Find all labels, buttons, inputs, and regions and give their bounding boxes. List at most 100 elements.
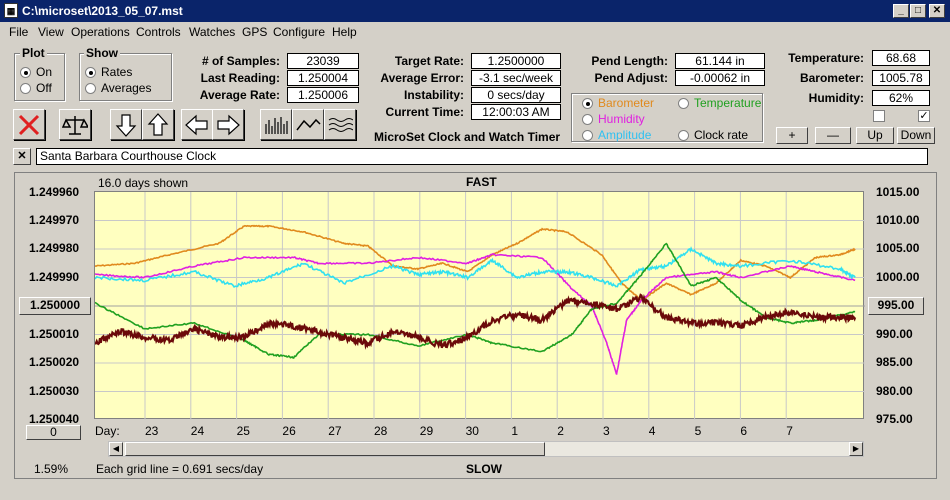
- humidity-value: 62%: [872, 90, 930, 106]
- series-line-barometer: [95, 224, 856, 302]
- days-shown-label: 16.0 days shown: [98, 176, 189, 190]
- day-tick-label: 23: [145, 424, 159, 438]
- arrow-right-icon: [217, 114, 240, 136]
- day-tick-label: 6: [740, 424, 748, 438]
- y-left-tick: 1.249980: [29, 241, 80, 255]
- left-arrow-button[interactable]: [181, 109, 213, 140]
- y-left-tick: 1.250010: [29, 327, 80, 341]
- arrow-down-icon: [115, 114, 137, 137]
- stop-button[interactable]: [13, 109, 45, 140]
- menu-controls[interactable]: Controls: [136, 25, 181, 39]
- y-right-tick: 985.00: [876, 355, 913, 369]
- chart-frame: [14, 172, 937, 479]
- series-line-humidity: [94, 253, 856, 375]
- y-left-tick: 1.250030: [29, 384, 80, 398]
- y-left-tick: 1.249960: [29, 185, 80, 199]
- sensor-humidity-radio[interactable]: Humidity: [582, 112, 645, 126]
- day-tick-label: 2: [557, 424, 564, 438]
- day-tick-label: 29: [419, 424, 434, 438]
- y-right-tick: 990.00: [876, 327, 913, 341]
- current-time-label: Current Time:: [385, 105, 464, 119]
- scroll-left-button[interactable]: ◀: [109, 442, 123, 456]
- close-button[interactable]: ✕: [929, 4, 945, 18]
- day-tick-label: 30: [465, 424, 479, 438]
- instability-label: Instability:: [403, 88, 464, 102]
- plus-button[interactable]: +: [776, 127, 808, 144]
- day-tick-label: 1: [511, 424, 519, 438]
- menu-file[interactable]: File: [9, 25, 29, 39]
- series-line-temperature: [94, 242, 856, 359]
- down-arrow-button[interactable]: [110, 109, 142, 140]
- last-reading-label: Last Reading:: [200, 71, 280, 85]
- bar-graph-icon: [265, 117, 288, 134]
- menu-configure[interactable]: Configure: [273, 25, 326, 39]
- pend-length-label: Pend Length:: [591, 54, 668, 68]
- scroll-right-button[interactable]: ▶: [849, 442, 863, 456]
- left-axis-button[interactable]: 1.250000: [19, 297, 91, 315]
- series-line-clock-rate: [94, 293, 857, 350]
- y-right-tick: 975.00: [876, 412, 913, 426]
- app-caption: MicroSet Clock and Watch Timer: [374, 130, 561, 144]
- day-axis-label: Day:: [95, 424, 120, 438]
- pend-adjust-label: Pend Adjust:: [594, 71, 668, 85]
- clock-name-input[interactable]: Santa Barbara Courthouse Clock: [36, 148, 928, 165]
- y-left-tick: 1.250020: [29, 355, 80, 369]
- checkbox-right[interactable]: ✓: [918, 110, 930, 122]
- menu-watches[interactable]: Watches: [189, 25, 236, 39]
- day-tick-label: 3: [603, 424, 610, 438]
- plot-off-radio[interactable]: Off: [20, 81, 52, 95]
- line-view-button[interactable]: [292, 109, 324, 140]
- samples-label: # of Samples:: [201, 54, 280, 68]
- y-left-tick: 1.249970: [29, 213, 80, 227]
- down-button[interactable]: Down: [897, 127, 935, 144]
- right-arrow-button[interactable]: [212, 109, 244, 140]
- menu-operations[interactable]: Operations: [71, 25, 130, 39]
- y-right-tick: 980.00: [876, 384, 913, 398]
- checkbox-left[interactable]: [873, 110, 885, 122]
- line-graph-icon: [296, 118, 321, 131]
- balance-button[interactable]: [59, 109, 91, 140]
- plot-on-radio[interactable]: On: [20, 65, 52, 79]
- day-tick-label: 25: [236, 424, 250, 438]
- plot-area: [94, 191, 865, 420]
- sensor-barometer-radio[interactable]: Barometer: [582, 96, 654, 110]
- plot-group-label: Plot: [20, 46, 47, 60]
- sensor-temperature-radio[interactable]: Temperature: [678, 96, 761, 110]
- bottom-axis-button[interactable]: 0: [26, 425, 81, 440]
- right-axis-button[interactable]: 995.00: [868, 297, 924, 315]
- up-arrow-button[interactable]: [142, 109, 174, 140]
- maximize-button[interactable]: □: [910, 4, 926, 18]
- average-rate-label: Average Rate:: [199, 88, 280, 102]
- day-tick-label: 27: [328, 424, 342, 438]
- barometer-value: 1005.78: [872, 70, 930, 86]
- scale-icon: [62, 116, 88, 135]
- clear-name-button[interactable]: ✕: [13, 148, 31, 165]
- sensor-amplitude-radio[interactable]: Amplitude: [582, 128, 651, 142]
- scroll-thumb[interactable]: [125, 442, 545, 456]
- sensor-clock-rate-radio[interactable]: Clock rate: [678, 128, 748, 142]
- y-right-tick: 1000.00: [876, 270, 920, 284]
- minimize-button[interactable]: _: [893, 4, 909, 18]
- menu-help[interactable]: Help: [332, 25, 357, 39]
- menu-gps[interactable]: GPS: [242, 25, 268, 39]
- fast-label: FAST: [466, 175, 497, 189]
- slow-label: SLOW: [466, 462, 502, 476]
- up-button[interactable]: Up: [856, 127, 894, 144]
- wave-icon: [328, 118, 353, 132]
- show-averages-radio[interactable]: Averages: [85, 81, 151, 95]
- menu-view[interactable]: View: [38, 25, 64, 39]
- show-group: [79, 53, 172, 101]
- average-rate-value: 1.250006: [287, 87, 359, 103]
- minus-button[interactable]: —: [815, 127, 851, 144]
- percent-label: 1.59%: [34, 462, 69, 476]
- day-tick-label: 24: [190, 424, 205, 438]
- y-left-tick: 1.250040: [29, 412, 80, 426]
- temperature-value: 68.68: [872, 50, 930, 66]
- arrow-left-icon: [185, 114, 208, 136]
- show-rates-radio[interactable]: Rates: [85, 65, 132, 79]
- horizontal-scrollbar[interactable]: ◀ ▶: [108, 441, 864, 457]
- arrow-up-icon: [147, 113, 169, 136]
- bars-view-button[interactable]: [260, 109, 292, 140]
- wave-view-button[interactable]: [324, 109, 356, 140]
- average-error-label: Average Error:: [380, 71, 464, 85]
